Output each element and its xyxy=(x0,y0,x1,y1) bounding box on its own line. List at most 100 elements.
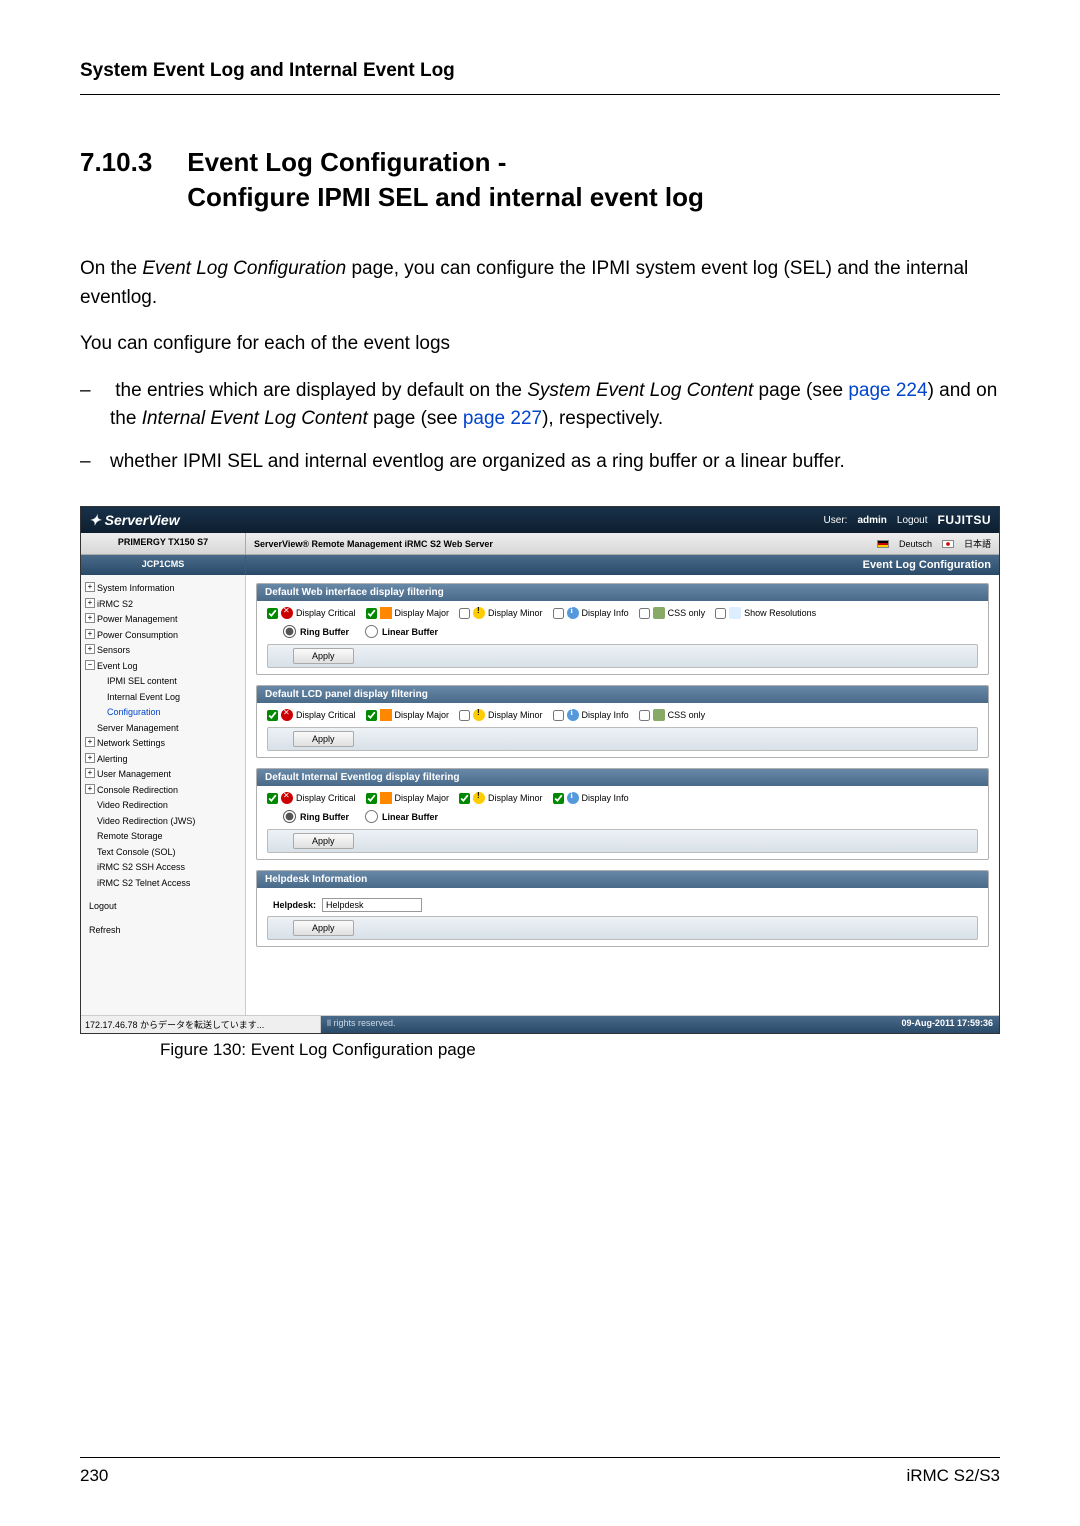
minor-icon xyxy=(473,709,485,721)
main-content: Default Web interface display filtering … xyxy=(246,575,999,1015)
nav-video-redirection[interactable]: Video Redirection xyxy=(85,798,241,814)
section-title-line1: Event Log Configuration - xyxy=(187,147,506,177)
doc-name: iRMC S2/S3 xyxy=(906,1466,1000,1486)
chk-int-critical[interactable]: Display Critical xyxy=(267,792,356,804)
status-right: 09-Aug-2011 17:59:36 xyxy=(895,1016,999,1033)
section-number: 7.10.3 xyxy=(80,145,180,180)
chk-lcd-css[interactable]: CSS only xyxy=(639,709,706,721)
panel-helpdesk-title: Helpdesk Information xyxy=(257,871,988,888)
nav-event-log[interactable]: Event Log xyxy=(85,659,241,675)
chk-web-minor[interactable]: Display Minor xyxy=(459,607,543,619)
nav-power-consumption[interactable]: Power Consumption xyxy=(85,628,241,644)
apply-web-button[interactable]: Apply xyxy=(293,648,354,664)
chk-web-info[interactable]: Display Info xyxy=(553,607,629,619)
chk-web-major[interactable]: Display Major xyxy=(366,607,450,619)
user-name: admin xyxy=(857,515,886,526)
nav-sensors[interactable]: Sensors xyxy=(85,643,241,659)
chk-web-css[interactable]: CSS only xyxy=(639,607,706,619)
apply-int-button[interactable]: Apply xyxy=(293,833,354,849)
minor-icon xyxy=(473,607,485,619)
radio-int-ring[interactable]: Ring Buffer xyxy=(283,810,349,823)
lang-jp[interactable]: 日本語 xyxy=(964,537,991,550)
critical-icon xyxy=(281,607,293,619)
nav-power-management[interactable]: Power Management xyxy=(85,612,241,628)
nav-internal-event-log[interactable]: Internal Event Log xyxy=(85,690,241,706)
list-item-1: the entries which are displayed by defau… xyxy=(80,377,1000,434)
page-number: 230 xyxy=(80,1466,108,1486)
resolution-icon xyxy=(729,607,741,619)
panel-web-filter: Default Web interface display filtering … xyxy=(256,583,989,675)
radio-web-ring[interactable]: Ring Buffer xyxy=(283,625,349,638)
nav-system-information[interactable]: System Information xyxy=(85,581,241,597)
panel-lcd-filter-title: Default LCD panel display filtering xyxy=(257,686,988,703)
status-left: 172.17.46.78 からデータを転送しています... xyxy=(81,1016,321,1033)
section-heading: 7.10.3 Event Log Configuration - Configu… xyxy=(80,145,1000,215)
brand-logo: ✦ ServerView xyxy=(89,512,180,529)
nav-user-management[interactable]: User Management xyxy=(85,767,241,783)
info-icon xyxy=(567,792,579,804)
major-icon xyxy=(380,792,392,804)
status-mid: ll rights reserved. xyxy=(321,1016,895,1033)
nav-video-redirection-jws[interactable]: Video Redirection (JWS) xyxy=(85,814,241,830)
nav-alerting[interactable]: Alerting xyxy=(85,752,241,768)
chk-lcd-major[interactable]: Display Major xyxy=(366,709,450,721)
apply-lcd-button[interactable]: Apply xyxy=(293,731,354,747)
screenshot-figure: ✦ ServerView User: admin Logout FUJITSU … xyxy=(80,506,1000,1034)
nav-text-console[interactable]: Text Console (SOL) xyxy=(85,845,241,861)
chapter-title: System Event Log and Internal Event Log xyxy=(80,60,1000,82)
nav-logout[interactable]: Logout xyxy=(85,899,241,915)
bullet-list: the entries which are displayed by defau… xyxy=(80,377,1000,477)
panel-helpdesk: Helpdesk Information Helpdesk: Apply xyxy=(256,870,989,947)
server-model: PRIMERGY TX150 S7 xyxy=(81,533,246,554)
radio-web-linear[interactable]: Linear Buffer xyxy=(365,625,438,638)
apply-helpdesk-button[interactable]: Apply xyxy=(293,920,354,936)
chk-int-major[interactable]: Display Major xyxy=(366,792,450,804)
nav-irmc-s2[interactable]: iRMC S2 xyxy=(85,597,241,613)
flag-de-icon xyxy=(877,540,889,548)
helpdesk-input[interactable] xyxy=(322,898,422,912)
chk-int-info[interactable]: Display Info xyxy=(553,792,629,804)
list-item-2: whether IPMI SEL and internal eventlog a… xyxy=(80,448,1000,477)
chk-lcd-critical[interactable]: Display Critical xyxy=(267,709,356,721)
info-icon xyxy=(567,607,579,619)
chk-web-critical[interactable]: Display Critical xyxy=(267,607,356,619)
chk-web-resolutions[interactable]: Show Resolutions xyxy=(715,607,816,619)
minor-icon xyxy=(473,792,485,804)
nav-network-settings[interactable]: Network Settings xyxy=(85,736,241,752)
nav-telnet-access[interactable]: iRMC S2 Telnet Access xyxy=(85,876,241,892)
app-header: ✦ ServerView User: admin Logout FUJITSU xyxy=(81,507,999,533)
radio-int-linear[interactable]: Linear Buffer xyxy=(365,810,438,823)
lang-de[interactable]: Deutsch xyxy=(899,539,932,549)
info-icon xyxy=(567,709,579,721)
nav-remote-storage[interactable]: Remote Storage xyxy=(85,829,241,845)
chk-lcd-minor[interactable]: Display Minor xyxy=(459,709,543,721)
nav-ipmi-sel-content[interactable]: IPMI SEL content xyxy=(85,674,241,690)
page-footer: 230 iRMC S2/S3 xyxy=(80,1457,1000,1486)
panel-internal-filter: Default Internal Eventlog display filter… xyxy=(256,768,989,860)
css-icon xyxy=(653,709,665,721)
panel-web-filter-title: Default Web interface display filtering xyxy=(257,584,988,601)
chk-int-minor[interactable]: Display Minor xyxy=(459,792,543,804)
chk-lcd-info[interactable]: Display Info xyxy=(553,709,629,721)
nav-server-management[interactable]: Server Management xyxy=(85,721,241,737)
nav-console-redirection[interactable]: Console Redirection xyxy=(85,783,241,799)
nav-refresh[interactable]: Refresh xyxy=(85,923,241,939)
user-label: User: xyxy=(824,515,848,526)
status-bar: 172.17.46.78 からデータを転送しています... ll rights … xyxy=(81,1015,999,1033)
link-page-227[interactable]: page 227 xyxy=(463,408,542,429)
link-page-224[interactable]: page 224 xyxy=(848,380,927,401)
critical-icon xyxy=(281,709,293,721)
nav-ssh-access[interactable]: iRMC S2 SSH Access xyxy=(85,860,241,876)
major-icon xyxy=(380,709,392,721)
sidebar-nav: System Information iRMC S2 Power Managem… xyxy=(81,575,246,1015)
title-bar: JCP1CMS Event Log Configuration xyxy=(81,555,999,575)
divider xyxy=(80,94,1000,95)
host-name: JCP1CMS xyxy=(81,555,246,575)
section-title-line2: Configure IPMI SEL and internal event lo… xyxy=(187,182,704,212)
figure-caption: Figure 130: Event Log Configuration page xyxy=(160,1040,1000,1060)
nav-configuration[interactable]: Configuration xyxy=(85,705,241,721)
panel-internal-filter-title: Default Internal Eventlog display filter… xyxy=(257,769,988,786)
paragraph-2: You can configure for each of the event … xyxy=(80,330,1000,359)
logout-link[interactable]: Logout xyxy=(897,515,928,526)
vendor-logo: FUJITSU xyxy=(937,513,991,527)
